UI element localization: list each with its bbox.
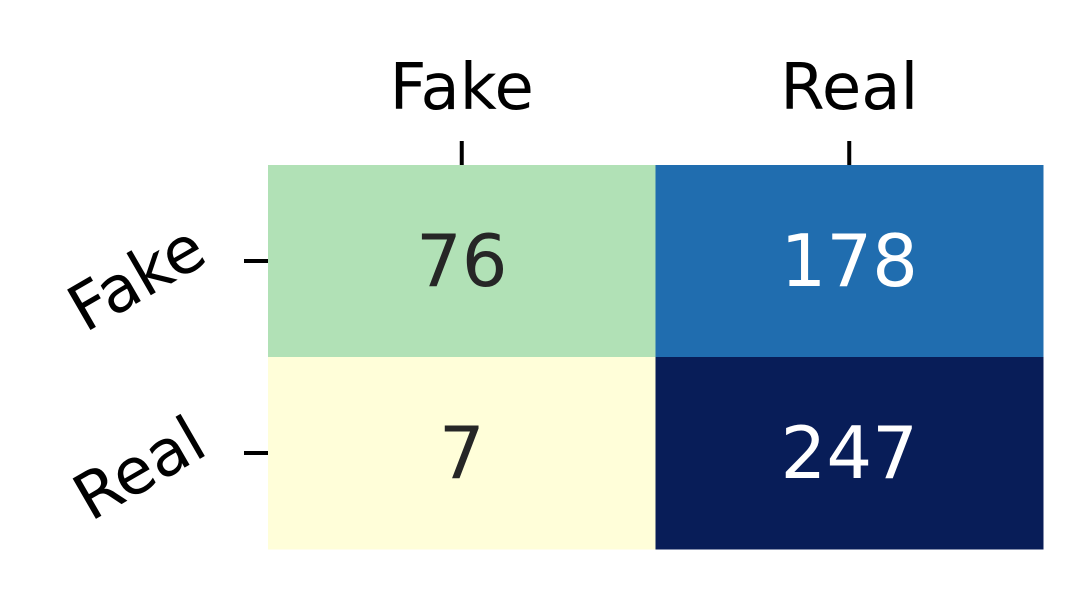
x-tick-label: Real: [780, 51, 918, 125]
cell-value-label: 247: [781, 411, 918, 495]
heatmap-cell: [655, 357, 1044, 550]
cell-value-label: 7: [439, 411, 485, 495]
heatmap-cell: [655, 165, 1044, 358]
heatmap-cell: [268, 357, 656, 550]
heatmap-cell: [268, 165, 656, 358]
y-tick-label: Fake: [56, 211, 218, 347]
cell-value-label: 178: [781, 219, 918, 303]
cell-value-label: 76: [416, 219, 508, 303]
y-tick-label: Real: [62, 403, 218, 536]
x-tick-label: Fake: [390, 51, 534, 125]
